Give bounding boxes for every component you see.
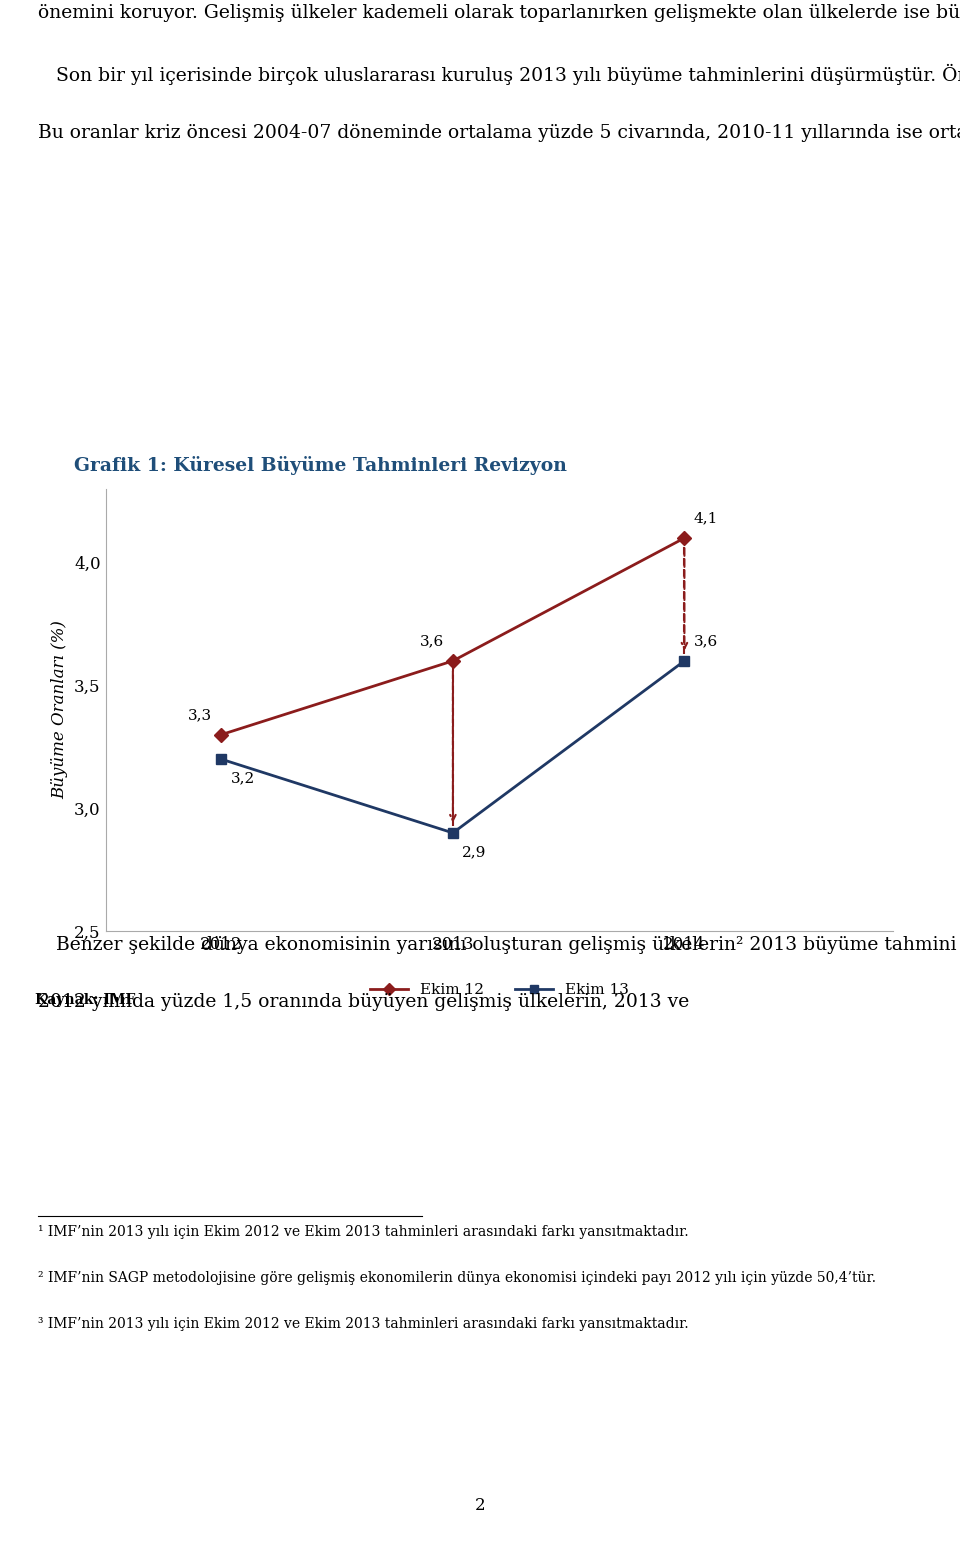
Text: ³ IMF’nin 2013 yılı için Ekim 2012 ve Ekim 2013 tahminleri arasındaki farkı yans: ³ IMF’nin 2013 yılı için Ekim 2012 ve Ek… bbox=[38, 1316, 689, 1330]
Ekim 13 bbox=[679, 652, 690, 670]
Legend: Ekim 12, Ekim 13: Ekim 12, Ekim 13 bbox=[364, 976, 635, 1003]
Text: 3,6: 3,6 bbox=[694, 635, 718, 649]
Y-axis label: Büyüme Oranları (%): Büyüme Oranları (%) bbox=[52, 621, 68, 799]
Ekim 13 bbox=[216, 750, 228, 768]
Text: 4,1: 4,1 bbox=[694, 512, 718, 526]
Line: Ekim 13: Ekim 13 bbox=[217, 656, 689, 838]
Text: 2,9: 2,9 bbox=[462, 846, 487, 860]
Ekim 12 bbox=[216, 725, 228, 743]
Text: önemini koruyor. Gelişmiş ülkeler kademeli olarak toparlanırken gelişmekte olan : önemini koruyor. Gelişmiş ülkeler kademe… bbox=[38, 5, 960, 141]
Line: Ekim 12: Ekim 12 bbox=[217, 534, 689, 739]
Ekim 12 bbox=[447, 652, 459, 670]
Text: 3,6: 3,6 bbox=[420, 635, 444, 649]
Text: ¹ IMF’nin 2013 yılı için Ekim 2012 ve Ekim 2013 tahminleri arasındaki farkı yans: ¹ IMF’nin 2013 yılı için Ekim 2012 ve Ek… bbox=[38, 1225, 689, 1238]
Text: 3,2: 3,2 bbox=[230, 771, 254, 785]
Ekim 13 bbox=[447, 824, 459, 843]
Text: ² IMF’nin SAGP metodolojisine göre gelişmiş ekonomilerin dünya ekonomisi içindek: ² IMF’nin SAGP metodolojisine göre geliş… bbox=[38, 1271, 876, 1285]
Text: Grafik 1: Küresel Büyüme Tahminleri Revizyon: Grafik 1: Küresel Büyüme Tahminleri Revi… bbox=[74, 456, 566, 475]
Text: 2: 2 bbox=[474, 1498, 486, 1513]
Text: 3,3: 3,3 bbox=[188, 708, 212, 722]
Ekim 12 bbox=[679, 529, 690, 548]
Text: Benzer şekilde dünya ekonomisinin yarısını oluşturan gelişmiş ülkelerin² 2013 bü: Benzer şekilde dünya ekonomisinin yarısı… bbox=[38, 936, 960, 1012]
Text: Kaynak: IMF: Kaynak: IMF bbox=[35, 993, 135, 1007]
